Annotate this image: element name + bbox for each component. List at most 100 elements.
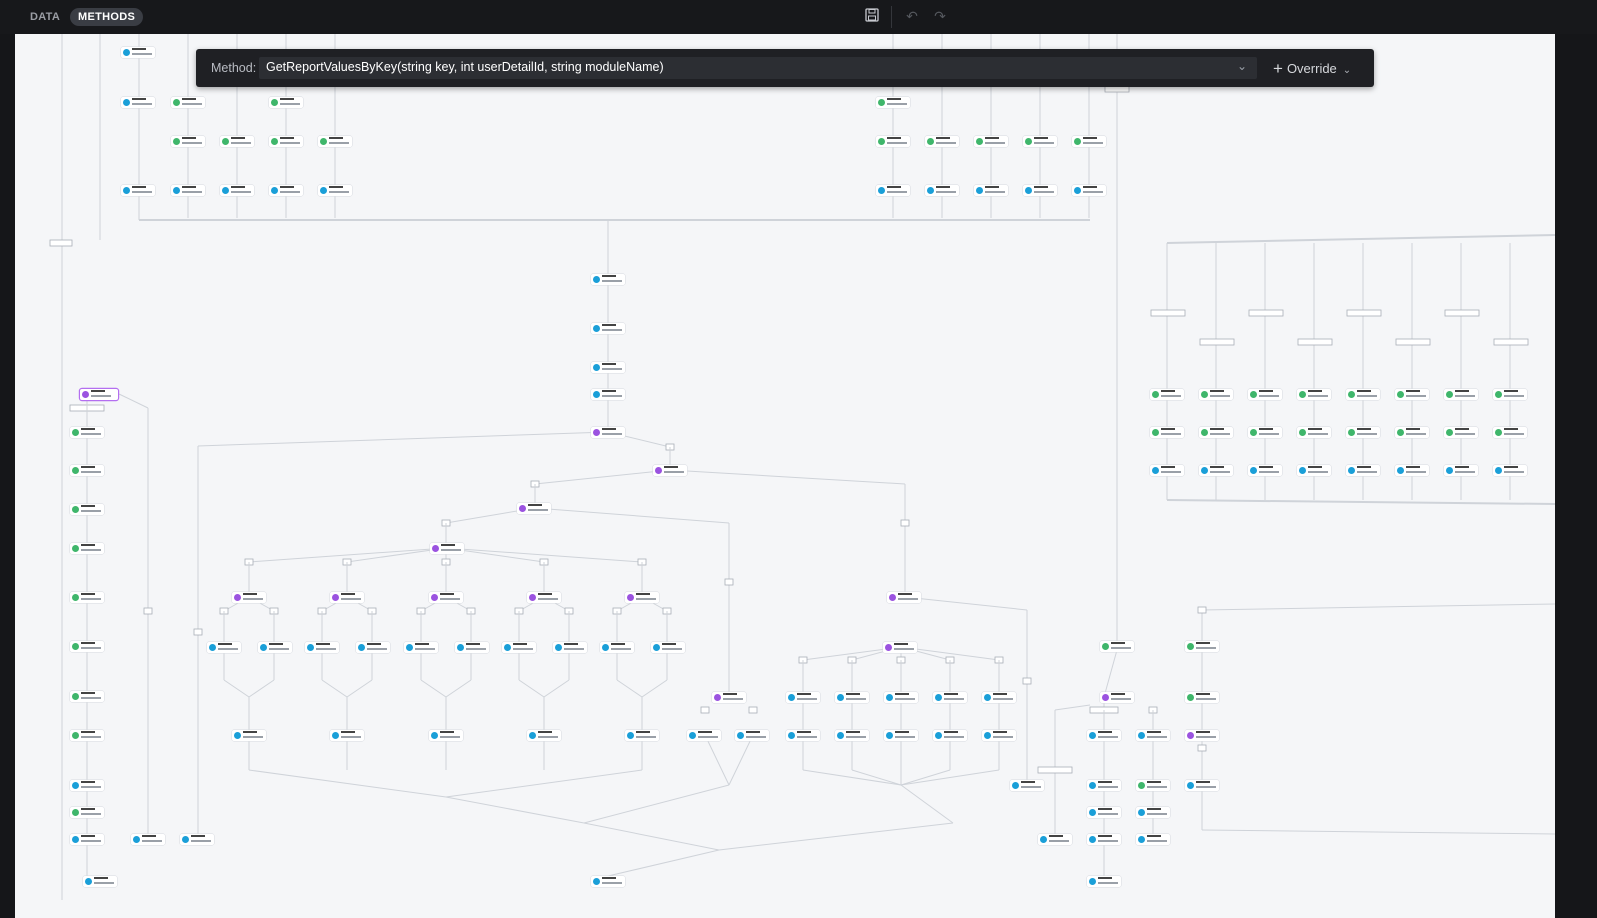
flow-node[interactable] (269, 185, 303, 196)
flow-node[interactable] (1136, 780, 1170, 791)
flow-node[interactable] (70, 504, 104, 515)
flow-node[interactable] (70, 543, 104, 554)
flow-node[interactable] (933, 730, 967, 741)
undo-icon[interactable]: ↶ (906, 8, 918, 24)
flow-node[interactable] (712, 692, 746, 703)
flow-node[interactable] (207, 642, 241, 653)
flow-node[interactable] (1493, 465, 1527, 476)
flow-node[interactable] (70, 465, 104, 476)
redo-icon[interactable]: ↷ (934, 8, 946, 24)
flow-node[interactable] (1493, 427, 1527, 438)
flow-node[interactable] (83, 876, 117, 887)
flow-node[interactable] (330, 730, 364, 741)
flow-node[interactable] (356, 642, 390, 653)
flow-node[interactable] (171, 97, 205, 108)
flow-node[interactable] (1023, 185, 1057, 196)
flow-node[interactable] (1346, 465, 1380, 476)
flow-node[interactable] (1444, 465, 1478, 476)
flow-node[interactable] (1136, 730, 1170, 741)
save-icon[interactable] (864, 8, 880, 24)
flow-node[interactable] (232, 592, 266, 603)
flow-node[interactable] (70, 834, 104, 845)
flow-node[interactable] (786, 692, 820, 703)
flow-node[interactable] (735, 730, 769, 741)
flow-node[interactable] (404, 642, 438, 653)
flow-node[interactable] (121, 97, 155, 108)
flow-node[interactable] (455, 642, 489, 653)
flow-node[interactable] (982, 730, 1016, 741)
flow-node[interactable] (1072, 185, 1106, 196)
flow-node[interactable] (835, 730, 869, 741)
flow-node[interactable] (1010, 780, 1044, 791)
flow-node[interactable] (318, 185, 352, 196)
flow-node[interactable] (305, 642, 339, 653)
flow-node[interactable] (70, 691, 104, 702)
flow-node[interactable] (70, 592, 104, 603)
flow-node[interactable] (121, 47, 155, 58)
flow-node[interactable] (429, 730, 463, 741)
flow-node[interactable] (591, 389, 625, 400)
flow-node[interactable] (1248, 427, 1282, 438)
flow-node[interactable] (553, 642, 587, 653)
flow-node[interactable] (835, 692, 869, 703)
flow-node[interactable] (220, 185, 254, 196)
flow-node[interactable] (220, 136, 254, 147)
flow-node[interactable] (687, 730, 721, 741)
flow-node[interactable] (121, 185, 155, 196)
flow-node[interactable] (887, 592, 921, 603)
flow-node[interactable] (933, 692, 967, 703)
flow-node[interactable] (258, 642, 292, 653)
flow-node[interactable] (1248, 389, 1282, 400)
flow-node[interactable] (1185, 641, 1219, 652)
override-button[interactable]: + Override ⌄ (1273, 58, 1351, 78)
flow-node[interactable] (1100, 641, 1134, 652)
flow-node[interactable] (1395, 427, 1429, 438)
flow-node[interactable] (1199, 389, 1233, 400)
flow-node[interactable] (1346, 389, 1380, 400)
flow-node[interactable] (171, 136, 205, 147)
flow-node[interactable] (1087, 780, 1121, 791)
flow-node[interactable] (1199, 465, 1233, 476)
flow-node[interactable] (70, 807, 104, 818)
flow-node[interactable] (625, 730, 659, 741)
flow-node[interactable] (430, 543, 464, 554)
flow-node[interactable] (1087, 807, 1121, 818)
flow-node[interactable] (974, 136, 1008, 147)
flow-node[interactable] (1023, 136, 1057, 147)
flow-node[interactable] (591, 427, 625, 438)
flow-node[interactable] (70, 427, 104, 438)
flow-node[interactable] (1444, 389, 1478, 400)
flow-node[interactable] (1297, 389, 1331, 400)
flow-node[interactable] (180, 834, 214, 845)
flow-node[interactable] (884, 730, 918, 741)
flow-node[interactable] (1185, 692, 1219, 703)
flow-node[interactable] (70, 780, 104, 791)
flow-node[interactable] (517, 503, 551, 514)
flow-node[interactable] (1150, 427, 1184, 438)
flow-node[interactable] (1395, 465, 1429, 476)
flow-node[interactable] (1395, 389, 1429, 400)
flow-node[interactable] (1087, 834, 1121, 845)
flow-node[interactable] (1100, 692, 1134, 703)
flow-node[interactable] (1087, 730, 1121, 741)
flow-node[interactable] (653, 465, 687, 476)
flow-node[interactable] (925, 136, 959, 147)
flow-node[interactable] (876, 185, 910, 196)
flow-node[interactable] (1038, 834, 1072, 845)
flow-node[interactable] (1199, 427, 1233, 438)
flow-node[interactable] (1150, 389, 1184, 400)
flow-node[interactable] (1346, 427, 1380, 438)
flow-node[interactable] (1185, 730, 1219, 741)
flow-node[interactable] (982, 692, 1016, 703)
flow-node[interactable] (502, 642, 536, 653)
flow-node[interactable] (884, 692, 918, 703)
flow-node[interactable] (171, 185, 205, 196)
flow-node[interactable] (1444, 427, 1478, 438)
flow-node[interactable] (527, 592, 561, 603)
flow-node[interactable] (651, 642, 685, 653)
flow-node[interactable] (625, 592, 659, 603)
flow-node[interactable] (80, 389, 118, 400)
flow-node[interactable] (591, 876, 625, 887)
flow-node[interactable] (591, 274, 625, 285)
flow-node[interactable] (1087, 876, 1121, 887)
